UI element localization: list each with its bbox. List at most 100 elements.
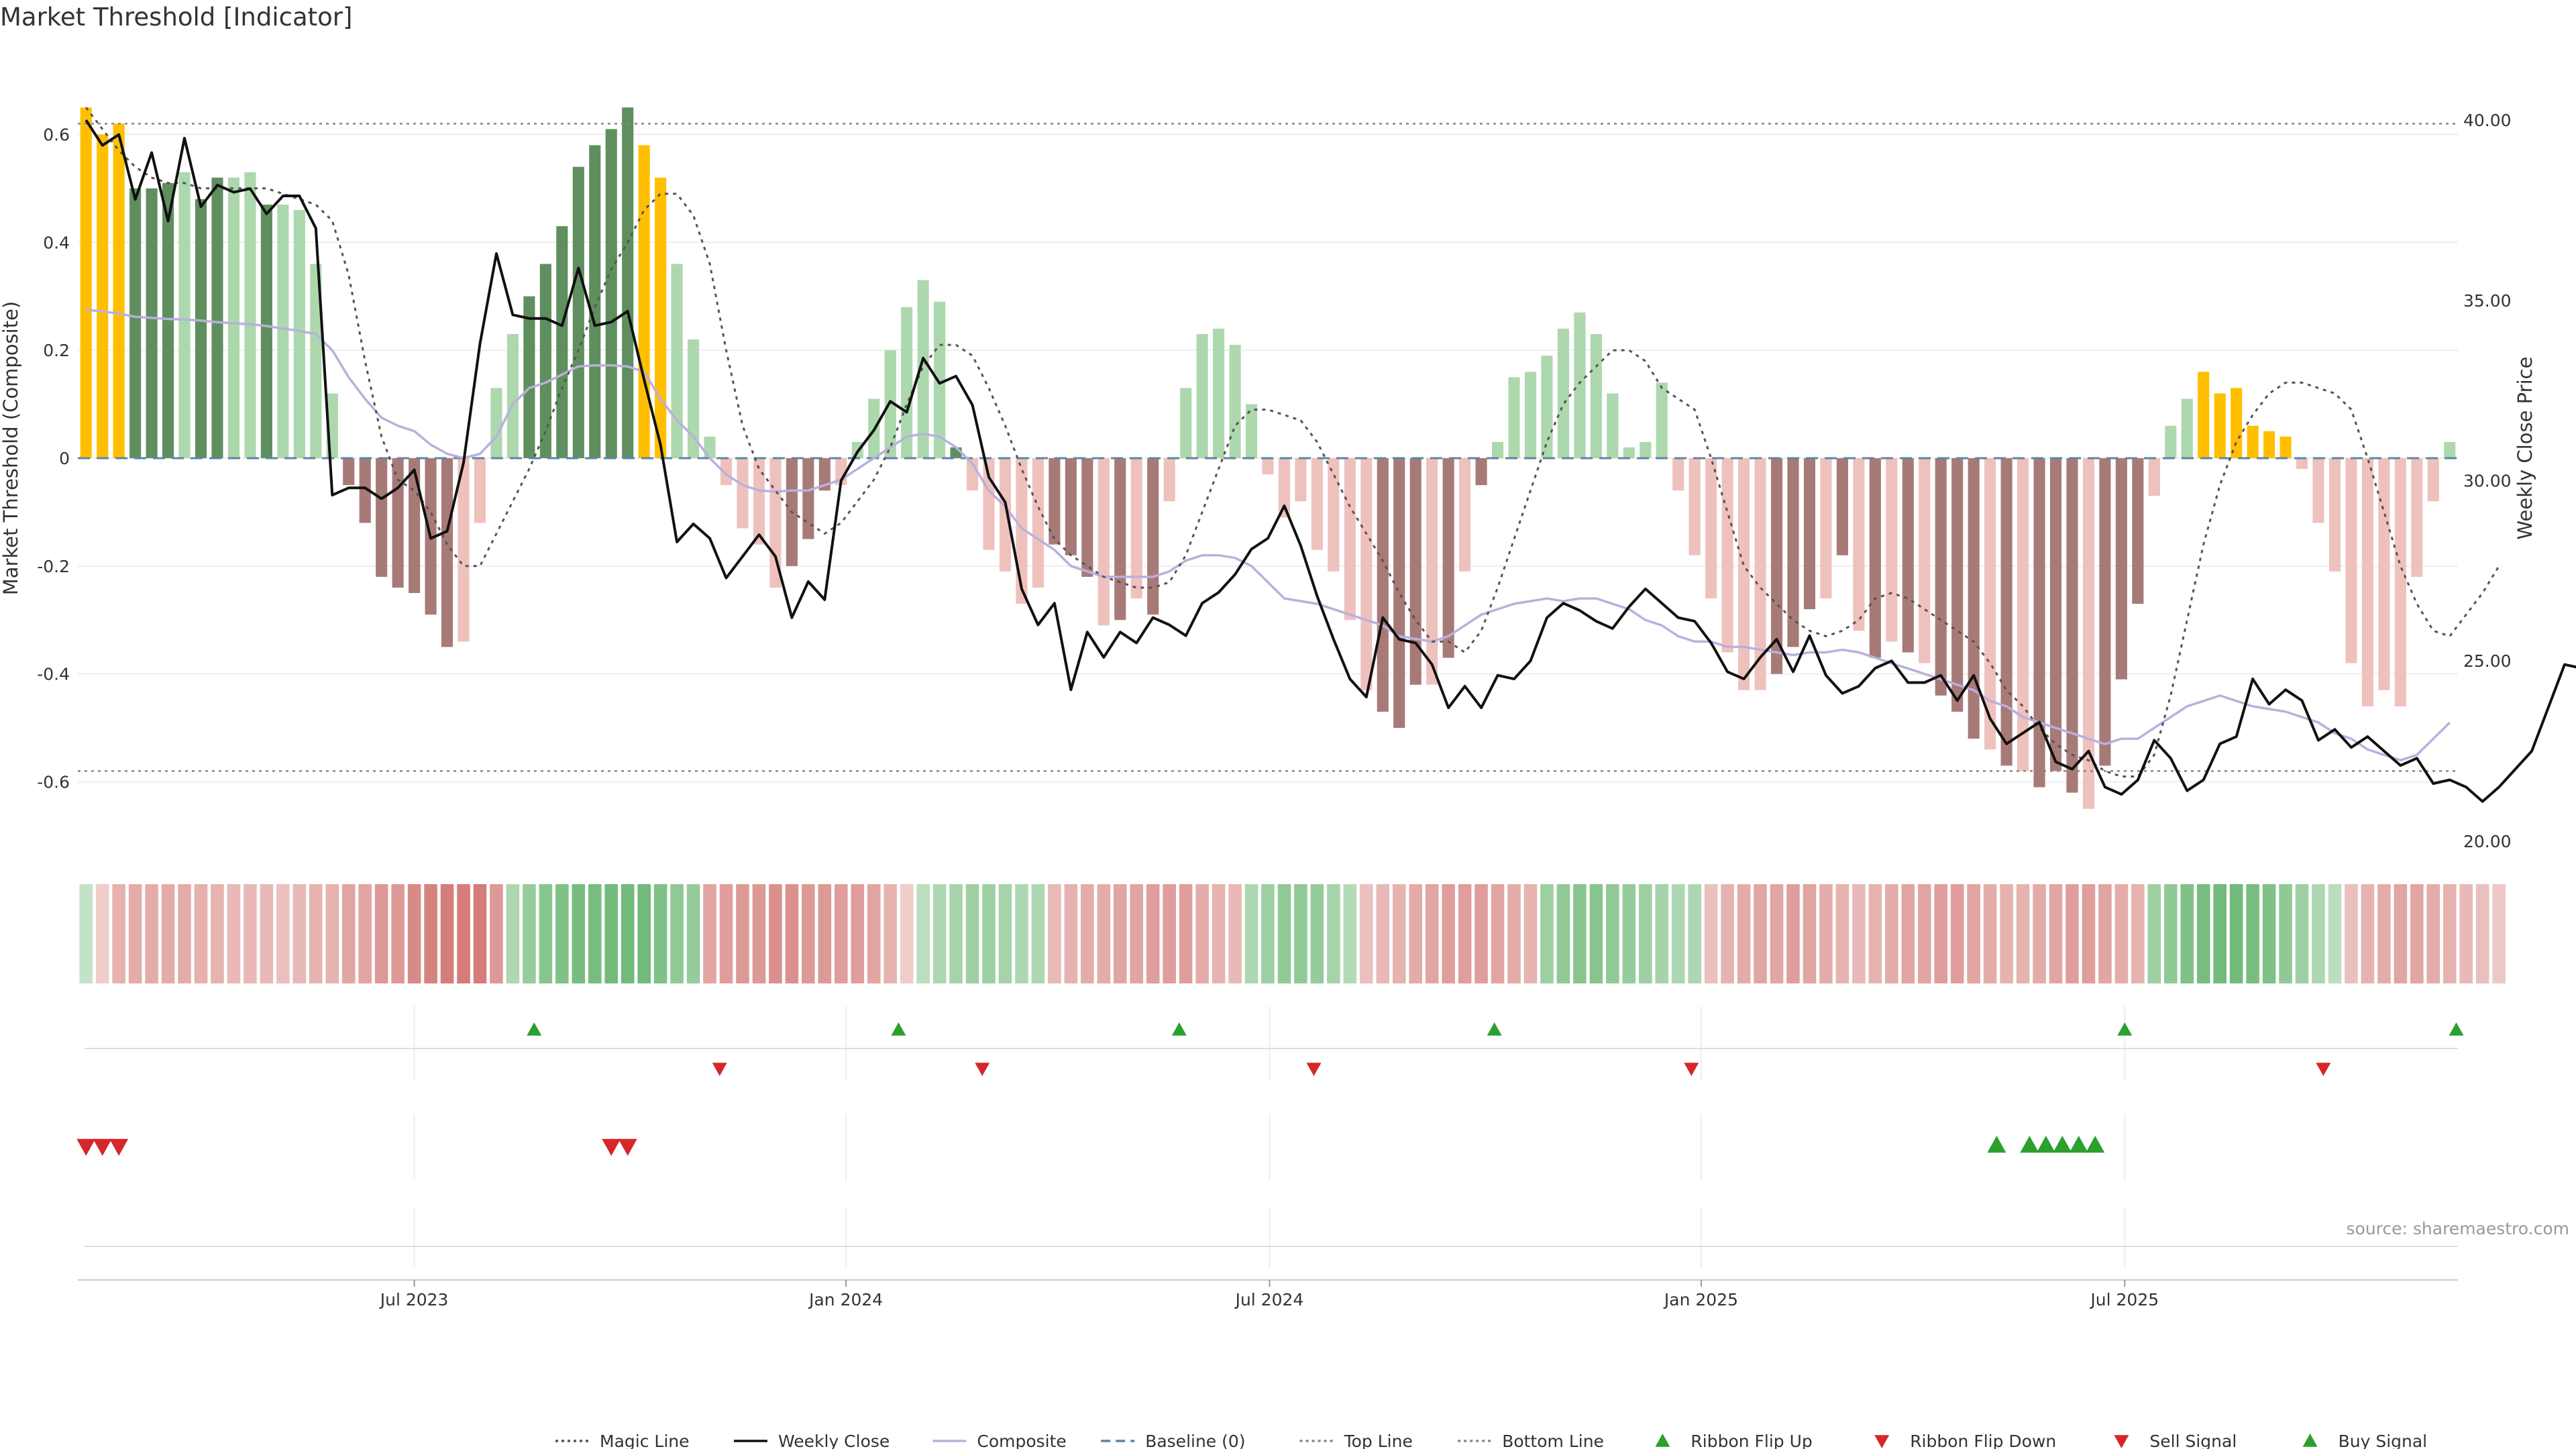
y-axis-label: Market Threshold (Composite) xyxy=(0,301,22,595)
composite-bar xyxy=(1935,458,1947,696)
ribbon-cell xyxy=(752,884,766,983)
composite-bar xyxy=(2328,458,2341,572)
composite-bar xyxy=(688,339,700,458)
ribbon-cell xyxy=(1212,884,1226,983)
ribbon-cell xyxy=(1179,884,1193,983)
ribbon-flip-down-marker xyxy=(1306,1063,1322,1076)
ribbon-strip xyxy=(79,884,2506,983)
ribbon-cell xyxy=(2164,884,2178,983)
composite-bar xyxy=(1951,458,1964,712)
ribbon-cell xyxy=(1130,884,1144,983)
ribbon-cell xyxy=(1064,884,1078,983)
composite-bar xyxy=(1360,458,1373,690)
composite-bar xyxy=(1114,458,1126,621)
legend-item: Baseline (0) xyxy=(1101,1432,1246,1449)
composite-bar xyxy=(753,458,765,545)
buy-signal-marker xyxy=(2053,1136,2072,1153)
ribbon-cell xyxy=(1917,884,1931,983)
composite-bar xyxy=(1081,458,1093,577)
ribbon-cell xyxy=(2279,884,2292,983)
composite-bar xyxy=(1049,458,1061,545)
composite-bar xyxy=(1607,393,1619,458)
ribbon-cell xyxy=(112,884,125,983)
ribbon-cell xyxy=(900,884,914,983)
legend-label: Ribbon Flip Up xyxy=(1690,1432,1812,1449)
ribbon-cell xyxy=(2196,884,2210,983)
ribbon-cell xyxy=(588,884,602,983)
ribbon-cell xyxy=(1458,884,1472,983)
ribbon-cell xyxy=(1556,884,1570,983)
y2-tick-label: 35.00 xyxy=(2463,291,2512,311)
composite-bar xyxy=(1426,458,1438,685)
ribbon-cell xyxy=(161,884,175,983)
ribbon-cell xyxy=(2000,884,2013,983)
ribbon-cell xyxy=(686,884,700,983)
ribbon-cell xyxy=(79,884,93,983)
ribbon-cell xyxy=(211,884,224,983)
composite-bar xyxy=(293,210,305,458)
ribbon-cell xyxy=(2328,884,2342,983)
composite-bar xyxy=(2017,458,2029,771)
x-tick-label: Jul 2024 xyxy=(1234,1290,1304,1309)
composite-bar xyxy=(1754,458,1766,690)
legend-swatch xyxy=(1874,1435,1890,1448)
composite-bar xyxy=(2214,393,2226,458)
composite-bar xyxy=(605,129,617,458)
ribbon-cell xyxy=(2016,884,2030,983)
composite-bar xyxy=(441,458,453,647)
composite-bar xyxy=(1738,458,1750,690)
composite-bar xyxy=(1180,388,1192,458)
composite-bar xyxy=(1032,458,1044,588)
ribbon-cell xyxy=(539,884,553,983)
legend-item: Top Line xyxy=(1299,1432,1413,1449)
composite-bar xyxy=(1130,458,1142,599)
composite-bar xyxy=(1311,458,1323,550)
buy-signal-marker xyxy=(2069,1136,2088,1153)
ribbon-cell xyxy=(2312,884,2325,983)
x-tick-label: Jul 2025 xyxy=(2089,1290,2159,1309)
composite-bar xyxy=(1245,404,1258,458)
ribbon-flip-down-marker xyxy=(975,1063,990,1076)
composite-bar xyxy=(146,188,158,458)
sell-signal-marker xyxy=(618,1138,637,1156)
ribbon-cell xyxy=(2475,884,2489,983)
buy-signal-marker xyxy=(1987,1136,2006,1153)
composite-bar xyxy=(901,307,913,458)
composite-bar xyxy=(818,458,830,491)
composite-bar xyxy=(2263,431,2275,458)
ribbon-cell xyxy=(1261,884,1275,983)
ribbon-cell xyxy=(1523,884,1538,983)
legend-item: Sell Signal xyxy=(2114,1432,2237,1449)
weekly-close-line xyxy=(85,119,2576,803)
composite-bar xyxy=(162,182,174,458)
ribbon-cell xyxy=(1491,884,1505,983)
composite-bar xyxy=(2181,398,2193,458)
composite-bar xyxy=(2033,458,2045,788)
ribbon-cell xyxy=(736,884,749,983)
composite-bar xyxy=(2361,458,2373,706)
legend-label: Magic Line xyxy=(600,1432,690,1449)
composite-bar xyxy=(539,264,551,458)
ribbon-cell xyxy=(178,884,191,983)
legend-label: Composite xyxy=(977,1432,1066,1449)
composite-bar xyxy=(1705,458,1717,599)
ribbon-cell xyxy=(1589,884,1603,983)
composite-bar xyxy=(113,123,125,458)
ribbon-cell xyxy=(1474,884,1488,983)
ribbon-cell xyxy=(1967,884,1980,983)
axes: 0.6 0.4 0.2 0 -0.2 -0.4 -0.6 40.00 35.00 30.00 25.… xyxy=(37,111,2511,1309)
composite-bar xyxy=(704,436,716,458)
ribbon-cell xyxy=(2213,884,2226,983)
composite-bar xyxy=(1328,458,1340,572)
composite-bar xyxy=(1524,372,1537,458)
y2-tick-label: 40.00 xyxy=(2463,111,2512,130)
composite-bar xyxy=(1770,458,1783,674)
ribbon-cell xyxy=(1097,884,1111,983)
ribbon-cell xyxy=(2082,884,2096,983)
ribbon-cell xyxy=(1934,884,1948,983)
ribbon-cell xyxy=(1983,884,1997,983)
ribbon-cell xyxy=(358,884,372,983)
buy-signal-marker xyxy=(2036,1136,2055,1153)
chart-title: Market Threshold [Indicator] xyxy=(0,3,352,32)
composite-bar xyxy=(97,134,109,458)
